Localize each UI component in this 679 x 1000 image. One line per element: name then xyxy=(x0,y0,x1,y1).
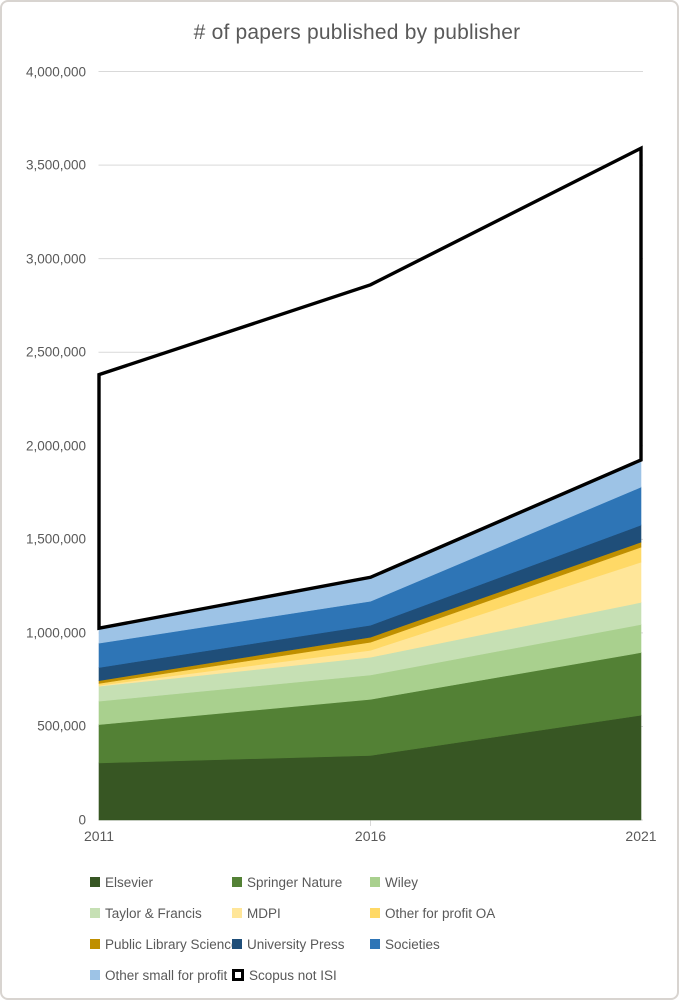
legend-color-swatch-icon xyxy=(232,877,242,887)
legend-item-springer-nature: Springer Nature xyxy=(232,871,370,893)
y-tick-label: 4,000,000 xyxy=(25,64,86,79)
legend-label: Other for profit OA xyxy=(385,905,496,921)
legend-label: MDPI xyxy=(247,905,281,921)
legend-color-swatch-icon xyxy=(370,908,380,918)
y-tick-label: 2,000,000 xyxy=(25,438,86,454)
legend-item-wiley: Wiley xyxy=(370,871,610,893)
x-tick-label: 2016 xyxy=(354,828,387,844)
legend-label: Scopus not ISI xyxy=(249,967,337,983)
legend-label: University Press xyxy=(247,936,345,952)
y-tick-label: 3,500,000 xyxy=(25,157,86,173)
legend-item-scopus-not-isi: Scopus not ISI xyxy=(232,964,370,986)
series-outline-scopus-not-isi xyxy=(97,145,643,631)
legend-color-swatch-icon xyxy=(90,908,100,918)
y-tick-label: 1,000,000 xyxy=(25,625,86,641)
legend-item-public-library-science: Public Library Science xyxy=(90,933,239,955)
legend-item-taylor-francis: Taylor & Francis xyxy=(90,902,232,924)
legend-color-swatch-icon xyxy=(232,939,242,949)
legend-item-other-for-profit-oa: Other for profit OA xyxy=(370,902,610,924)
legend-item-mdpi: MDPI xyxy=(232,902,370,924)
y-tick-label: 3,000,000 xyxy=(25,251,86,267)
y-tick-label: 0 xyxy=(78,812,86,828)
x-tick-label: 2021 xyxy=(625,828,657,844)
legend-color-swatch-icon xyxy=(370,877,380,887)
legend-label: Public Library Science xyxy=(105,936,239,952)
chart-title: # of papers published by publisher xyxy=(193,21,521,44)
legend-item-university-press: University Press xyxy=(232,933,370,955)
y-tick-label: 1,500,000 xyxy=(25,531,86,547)
legend-label: Other small for profit xyxy=(105,967,228,983)
legend-color-swatch-icon xyxy=(232,908,242,918)
y-tick-label: 2,500,000 xyxy=(25,344,86,360)
legend-label: Wiley xyxy=(385,874,418,890)
chart-legend: Elsevier Springer Nature Wiley Taylor & Fra… xyxy=(90,871,610,986)
legend-color-swatch-icon xyxy=(90,939,100,949)
x-tick-label: 2011 xyxy=(83,828,115,844)
legend-item-elsevier: Elsevier xyxy=(90,871,232,893)
legend-label: Societies xyxy=(385,936,440,952)
legend-color-swatch-icon xyxy=(370,939,380,949)
legend-outline-swatch-icon xyxy=(232,969,244,981)
legend-label: Elsevier xyxy=(105,874,154,890)
legend-color-swatch-icon xyxy=(90,877,100,887)
legend-item-societies: Societies xyxy=(370,933,610,955)
y-tick-label: 500,000 xyxy=(37,718,86,734)
legend-label: Taylor & Francis xyxy=(105,905,202,921)
legend-label: Springer Nature xyxy=(247,874,343,890)
legend-item-other-small-for-profit: Other small for profit xyxy=(90,964,232,986)
legend-color-swatch-icon xyxy=(90,970,100,980)
